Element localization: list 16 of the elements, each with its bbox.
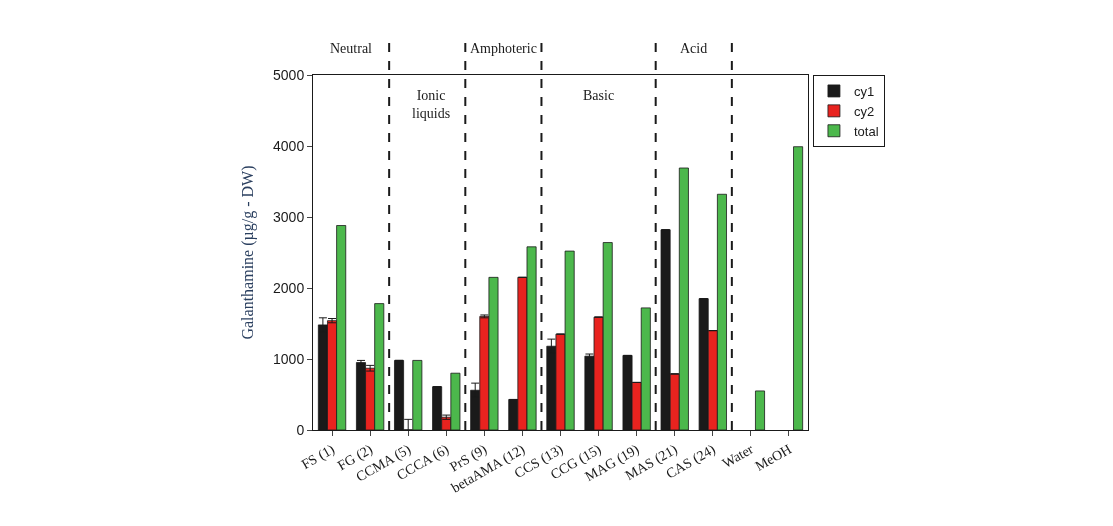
legend-label: total — [853, 123, 879, 139]
annotation: Basic — [583, 88, 615, 103]
legend-label: cy1 — [853, 84, 875, 100]
x-tick-label: FS (1) — [298, 441, 338, 474]
text: Amphoteric — [470, 41, 537, 56]
y-tick-label: 4000 — [273, 137, 305, 154]
y-tick-label: 5000 — [273, 66, 305, 83]
legend-label: cy2 — [853, 103, 875, 119]
text: Acid — [680, 41, 708, 56]
y-tick-label: 2000 — [273, 279, 305, 296]
annotation: Ionic liquids — [412, 88, 451, 122]
y-tick-label: 0 — [296, 421, 305, 438]
y-tick-label: 1000 — [273, 350, 305, 367]
text: Neutral — [330, 41, 373, 56]
y-axis-title: Galanthamine (µg/g - DW) — [238, 165, 257, 340]
y-tick-label: 3000 — [273, 208, 305, 225]
